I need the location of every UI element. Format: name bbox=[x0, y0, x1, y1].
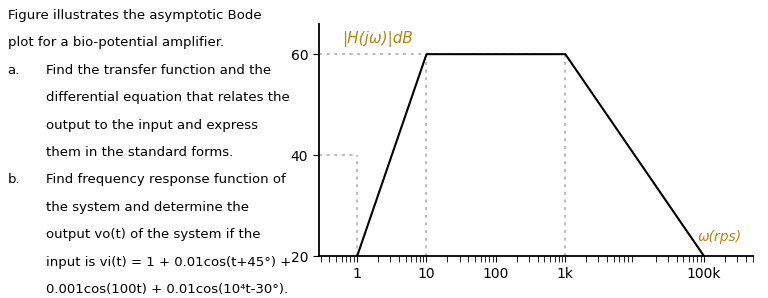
Text: a.: a. bbox=[8, 64, 20, 77]
Text: the system and determine the: the system and determine the bbox=[46, 201, 249, 214]
Text: output vo(t) of the system if the: output vo(t) of the system if the bbox=[46, 228, 260, 241]
Text: Find the transfer function and the: Find the transfer function and the bbox=[46, 64, 271, 77]
Text: Find frequency response function of: Find frequency response function of bbox=[46, 173, 286, 187]
Text: 0.001cos(100t) + 0.01cos(10⁴t-30°).: 0.001cos(100t) + 0.01cos(10⁴t-30°). bbox=[46, 283, 288, 296]
Text: ω(rps): ω(rps) bbox=[698, 230, 742, 244]
Text: them in the standard forms.: them in the standard forms. bbox=[46, 146, 233, 159]
Text: differential equation that relates the: differential equation that relates the bbox=[46, 91, 290, 104]
Text: b.: b. bbox=[8, 173, 20, 187]
Text: Figure illustrates the asymptotic Bode: Figure illustrates the asymptotic Bode bbox=[8, 9, 261, 22]
Text: |H(jω)|dB: |H(jω)|dB bbox=[343, 31, 413, 47]
Text: output to the input and express: output to the input and express bbox=[46, 119, 258, 132]
Text: plot for a bio-potential amplifier.: plot for a bio-potential amplifier. bbox=[8, 36, 223, 49]
Text: input is vi(t) = 1 + 0.01cos(t+45°) +: input is vi(t) = 1 + 0.01cos(t+45°) + bbox=[46, 256, 291, 269]
